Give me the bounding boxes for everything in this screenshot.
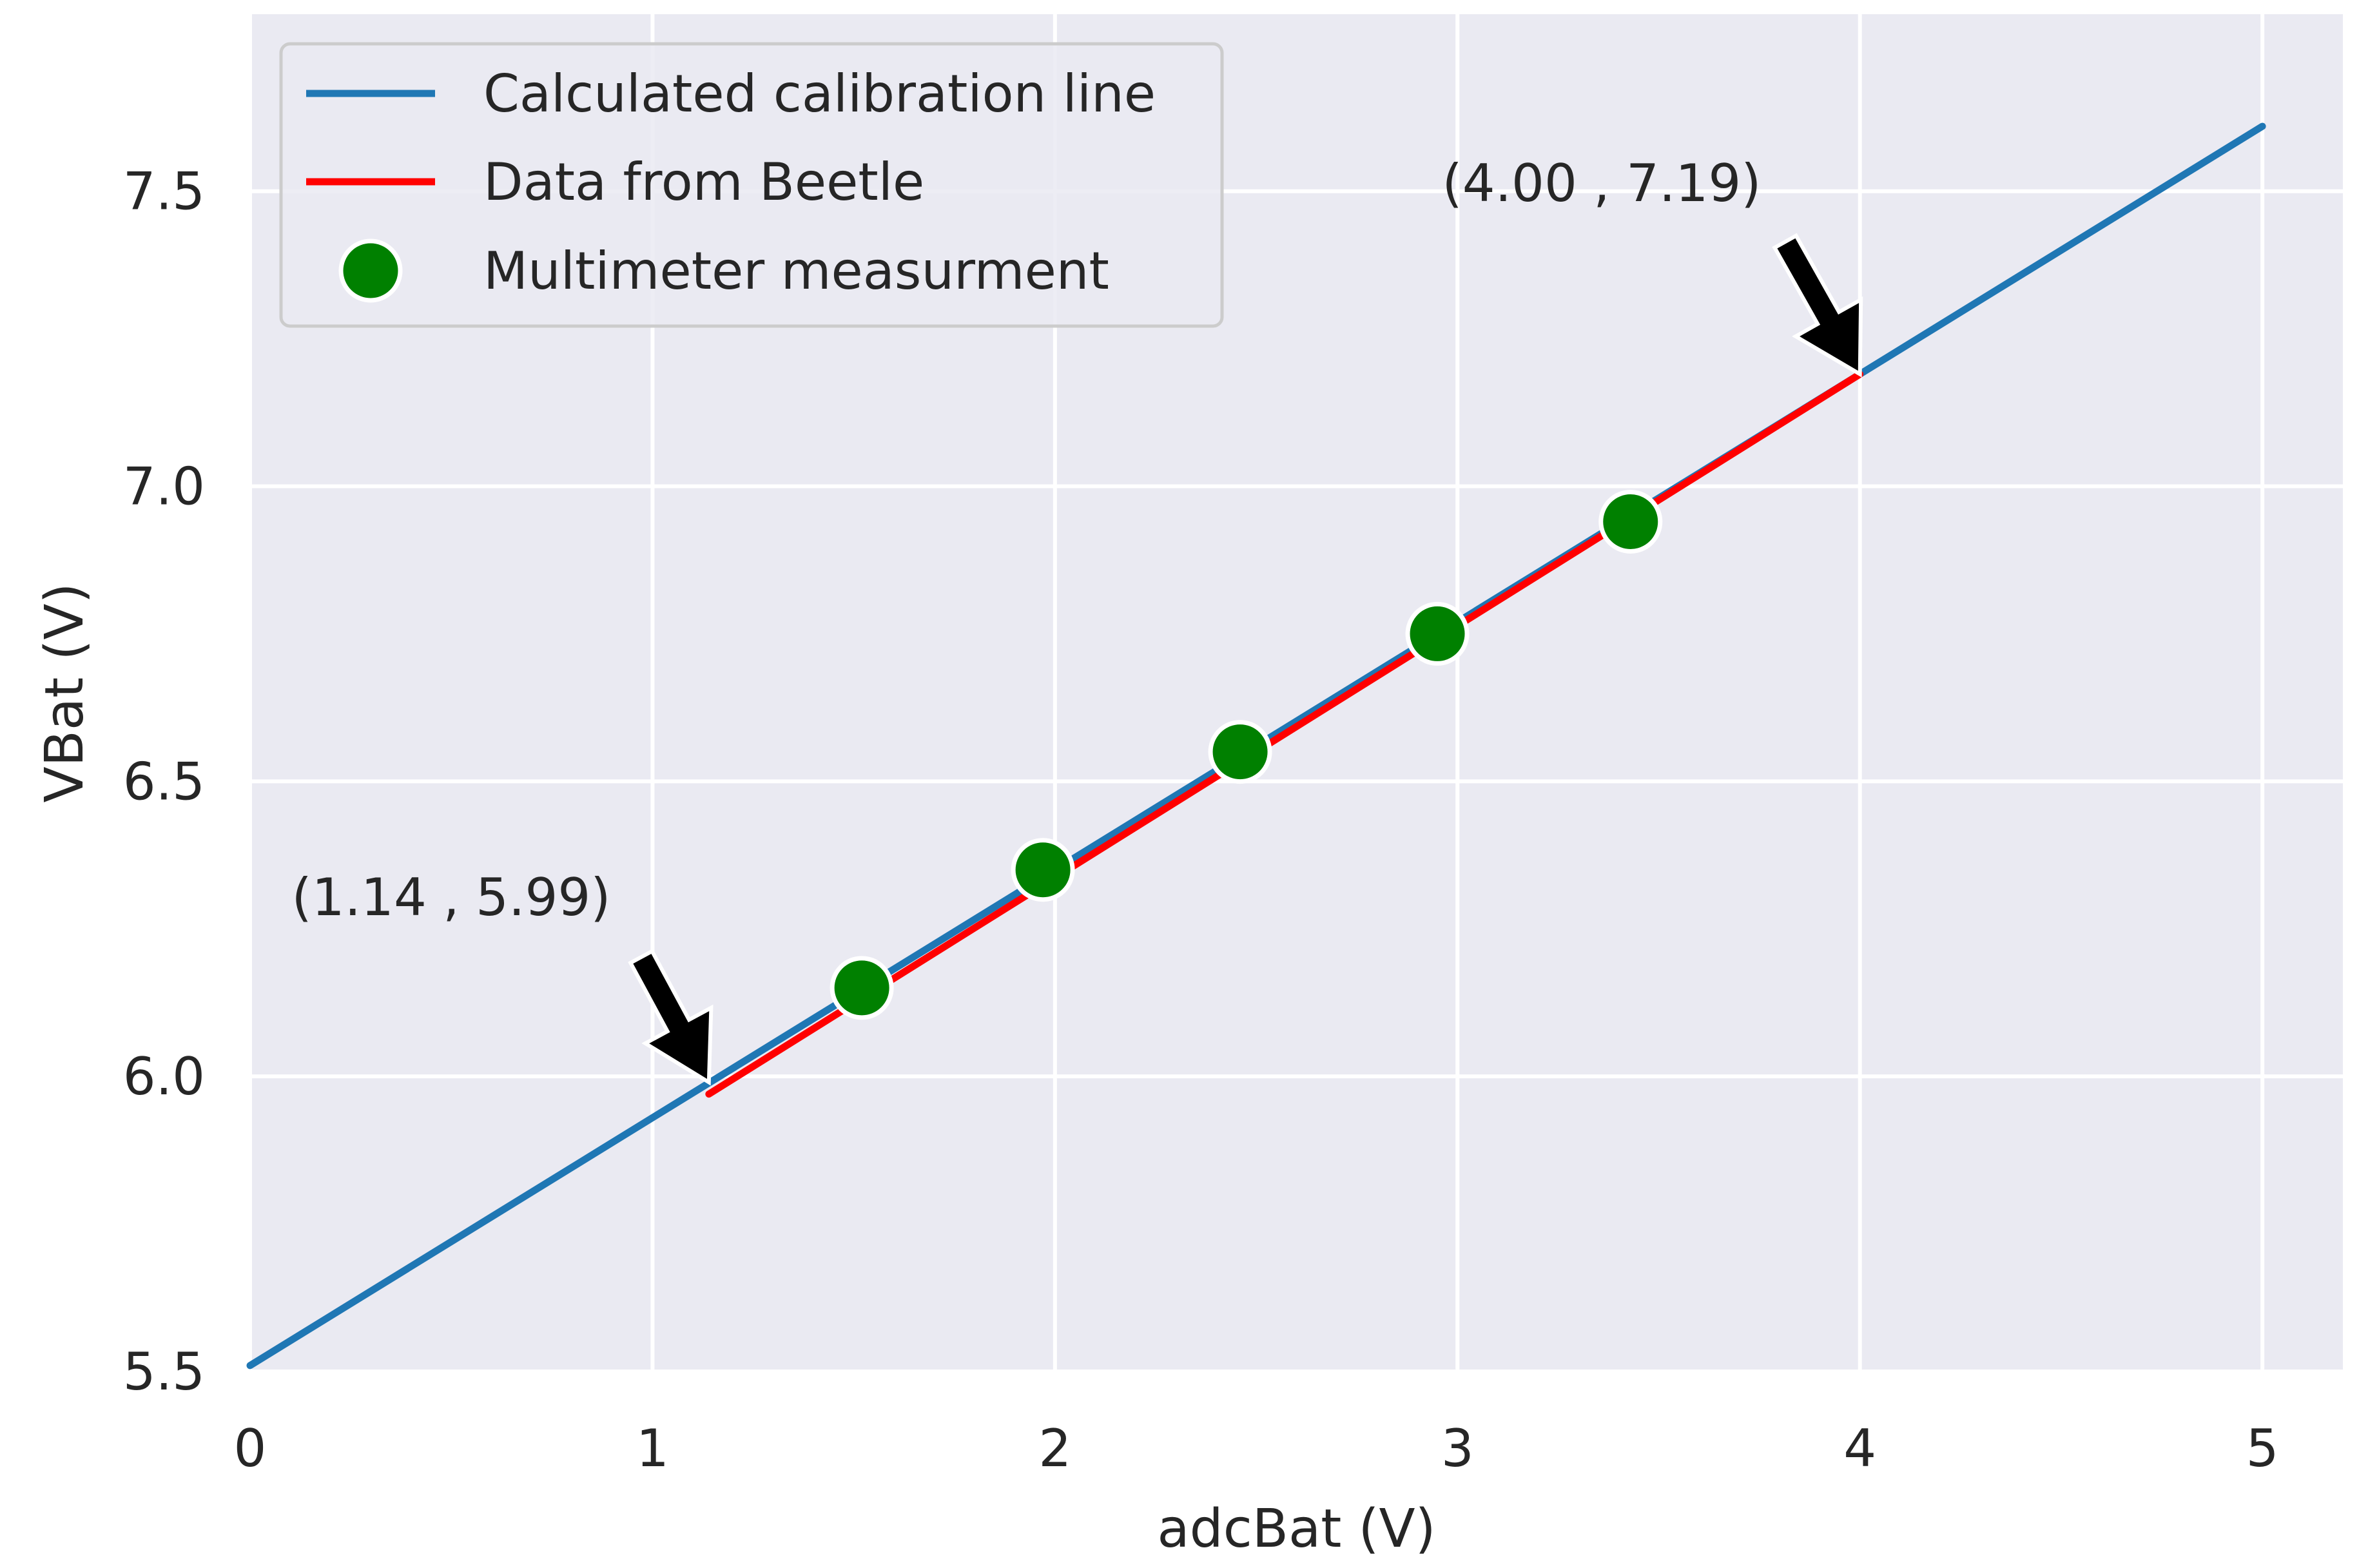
y-axis-label: VBat (V) [34,583,95,803]
y-tick-label: 6.0 [123,1047,205,1107]
annotation-arrow [628,948,714,1086]
x-tick-label: 3 [1441,1418,1474,1478]
legend-box [279,42,1224,328]
y-tick-label: 7.5 [123,162,205,222]
multimeter-point [1011,838,1075,902]
x-tick-label: 2 [1038,1418,1071,1478]
multimeter-point [830,956,894,1020]
annotation-label: (1.14 , 5.99) [292,867,611,927]
x-axis-label: adcBat (V) [1157,1498,1435,1560]
multimeter-point [1208,720,1272,784]
tick-labels: 0 1 2 3 4 5 5.5 6.0 6.5 7.0 7.5 [123,162,2279,1478]
x-tick-label: 0 [234,1418,267,1478]
y-tick-label: 5.5 [123,1342,205,1402]
multimeter-point [1598,489,1663,554]
beetle-data-line [705,371,1864,1098]
multimeter-point [1405,601,1470,666]
x-tick-label: 5 [2246,1418,2279,1478]
legend-entry-multimeter: Multimeter measurment [483,241,1109,301]
annotation-layer: (1.14 , 5.99) (4.00 , 7.19) [292,153,1863,1086]
legend-entry-beetle-data: Data from Beetle [483,152,924,212]
legend-swatch-multimeter [338,238,403,303]
x-tick-label: 4 [1843,1418,1876,1478]
y-tick-label: 6.5 [123,751,205,811]
series-layer [246,122,2266,1370]
x-tick-label: 1 [636,1418,669,1478]
annotation-arrow [1772,233,1863,378]
legend: Calculated calibration line Data from Be… [279,42,1224,328]
annotation-label: (4.00 , 7.19) [1442,153,1762,213]
legend-entry-calibration-line: Calculated calibration line [483,64,1156,124]
y-tick-label: 7.0 [123,457,205,517]
